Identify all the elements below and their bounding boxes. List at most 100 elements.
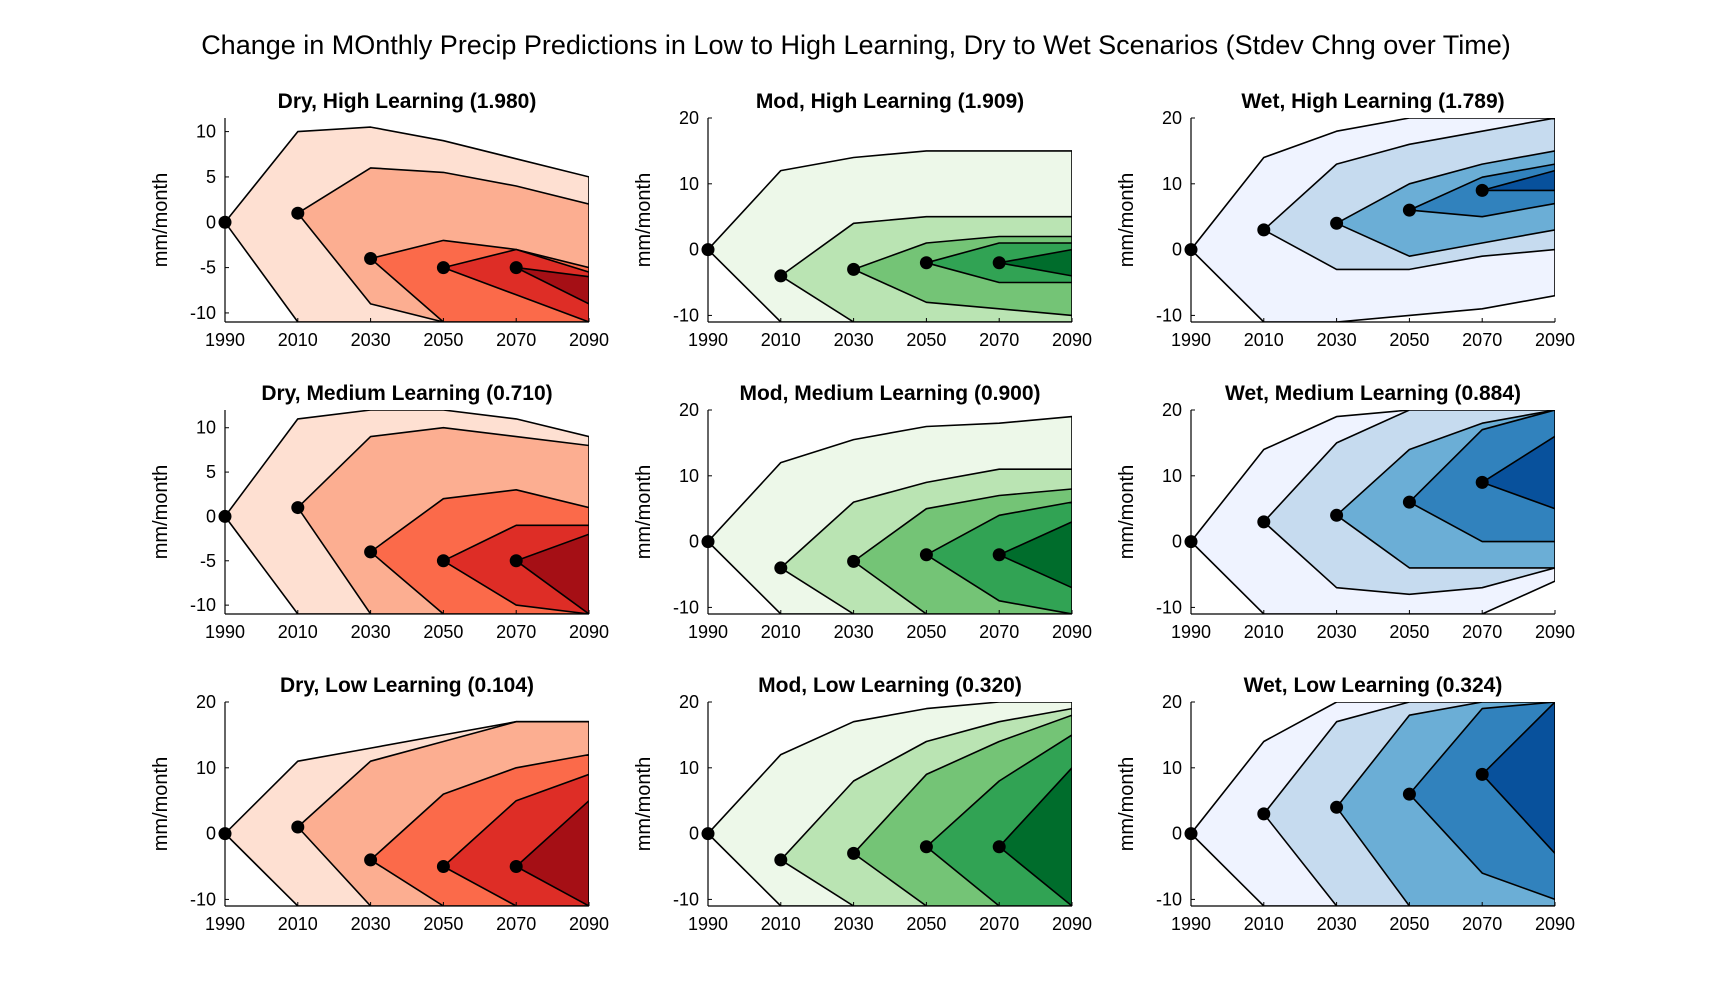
panel-7-x-tick-label-2070: 2070 — [496, 914, 536, 934]
panel-7-node-4 — [436, 860, 450, 874]
panel-8-node-4 — [919, 840, 933, 854]
panel-9-x-tick-label-2010: 2010 — [1244, 914, 1284, 934]
panel-2-y-tick-label--10: -10 — [673, 305, 699, 325]
panel-6: 1990 2010 2030 2050 2070 2090 -10 0 10 20 Wet, Med… — [1116, 382, 1575, 642]
panel-2-y-tick-label-0: 0 — [689, 240, 699, 260]
panel-5-node-1 — [701, 535, 715, 549]
panel-6-x-tick-label-2070: 2070 — [1462, 622, 1502, 642]
panel-1-node-2 — [291, 206, 305, 220]
panel-9-node-3 — [1330, 800, 1344, 814]
panel-1-node-4 — [436, 261, 450, 275]
panel-5-node-5 — [992, 548, 1006, 562]
panel-4-x-tick-label-2050: 2050 — [423, 622, 463, 642]
panel-9-x-tick-label-1990: 1990 — [1171, 914, 1211, 934]
panel-1-title: Dry, High Learning (1.980) — [278, 90, 537, 113]
panel-1-y-tick-label-5: 5 — [206, 167, 216, 187]
panel-1-x-tick-label-2010: 2010 — [278, 330, 318, 350]
panel-8-y-tick-label--10: -10 — [673, 889, 699, 909]
panel-4-x-tick-label-1990: 1990 — [205, 622, 245, 642]
panel-7-x-tick-label-2010: 2010 — [278, 914, 318, 934]
panel-1-node-3 — [364, 252, 378, 266]
panel-6-x-tick-label-2010: 2010 — [1244, 622, 1284, 642]
panel-6-title: Wet, Medium Learning (0.884) — [1225, 382, 1521, 405]
panel-3-node-5 — [1475, 183, 1489, 197]
panel-4-y-tick-label-5: 5 — [206, 462, 216, 482]
panel-6-y-tick-label-10: 10 — [1162, 466, 1182, 486]
panel-9-title: Wet, Low Learning (0.324) — [1244, 674, 1503, 697]
panel-9-node-4 — [1402, 787, 1416, 801]
panel-2-band-5 — [998, 248, 1072, 277]
panel-5-node-2 — [774, 561, 788, 575]
panel-6-band-5 — [1481, 435, 1555, 510]
panel-9-x-tick-label-2070: 2070 — [1462, 914, 1502, 934]
panel-8-node-3 — [847, 846, 861, 860]
panel-2-x-tick-label-2010: 2010 — [761, 330, 801, 350]
panel-1: 1990 2010 2030 2050 2070 2090 -10 -5 0 5 10 Dry, Hi… — [150, 90, 609, 350]
panel-1-band-4 — [442, 248, 589, 322]
panel-1-node-5 — [509, 261, 523, 275]
panel-2-node-1 — [701, 243, 715, 257]
panel-3-node-4 — [1402, 203, 1416, 217]
panel-6-x-tick-label-2030: 2030 — [1317, 622, 1357, 642]
panel-6-node-1 — [1184, 535, 1198, 549]
panel-7-y-tick-label-20: 20 — [196, 692, 216, 712]
panel-1-x-tick-label-2050: 2050 — [423, 330, 463, 350]
panel-8-node-5 — [992, 840, 1006, 854]
panel-3-x-tick-label-1990: 1990 — [1171, 330, 1211, 350]
panel-9-node-1 — [1184, 827, 1198, 841]
panel-4-y-tick-label-0: 0 — [206, 506, 216, 526]
panel-8-x-tick-label-2030: 2030 — [834, 914, 874, 934]
panel-6-node-5 — [1475, 475, 1489, 489]
panel-5-x-tick-label-2030: 2030 — [834, 622, 874, 642]
panel-8-node-2 — [774, 853, 788, 867]
panel-4-y-tick-label--5: -5 — [200, 551, 216, 571]
panel-2: 1990 2010 2030 2050 2070 2090 -10 0 10 20 Mod, Hig… — [633, 90, 1092, 350]
panel-8-y-label: mm/month — [633, 757, 655, 851]
panel-8-x-tick-label-1990: 1990 — [688, 914, 728, 934]
panel-7-title: Dry, Low Learning (0.104) — [280, 674, 534, 697]
panel-3-node-2 — [1257, 223, 1271, 237]
panel-4-node-5 — [509, 554, 523, 568]
panel-3-x-tick-label-2010: 2010 — [1244, 330, 1284, 350]
panel-8-band-5 — [998, 767, 1072, 906]
panel-4-node-2 — [291, 501, 305, 515]
panel-2-x-tick-label-2050: 2050 — [906, 330, 946, 350]
panel-3-title: Wet, High Learning (1.789) — [1241, 90, 1504, 113]
panel-2-node-4 — [919, 256, 933, 270]
panel-9-y-tick-label-10: 10 — [1162, 758, 1182, 778]
panel-2-node-3 — [847, 262, 861, 276]
panel-9-x-tick-label-2030: 2030 — [1317, 914, 1357, 934]
panel-5-title: Mod, Medium Learning (0.900) — [739, 382, 1040, 405]
panel-1-y-tick-label-0: 0 — [206, 212, 216, 232]
panel-6-x-tick-label-2090: 2090 — [1535, 622, 1575, 642]
panel-9-plot-area — [1191, 702, 1555, 906]
panel-5-y-tick-label-20: 20 — [679, 400, 699, 420]
panel-9-node-2 — [1257, 807, 1271, 821]
panel-4-node-4 — [436, 554, 450, 568]
panel-4-node-3 — [364, 545, 378, 559]
panel-2-plot-area — [708, 150, 1072, 322]
panel-8-y-tick-label-10: 10 — [679, 758, 699, 778]
panel-7-plot-area — [225, 720, 589, 906]
panel-6-y-label: mm/month — [1116, 465, 1138, 559]
panel-2-node-2 — [774, 269, 788, 283]
panel-7-node-3 — [364, 853, 378, 867]
panel-1-y-tick-label--10: -10 — [190, 303, 216, 323]
panel-9: 1990 2010 2030 2050 2070 2090 -10 0 10 20 Wet, Low… — [1116, 674, 1575, 934]
panel-3-x-tick-label-2030: 2030 — [1317, 330, 1357, 350]
panel-6-node-2 — [1257, 515, 1271, 529]
panel-7: 1990 2010 2030 2050 2070 2090 -10 0 10 20 Dry, Low… — [150, 674, 609, 934]
panel-9-y-tick-label-0: 0 — [1172, 824, 1182, 844]
panel-5-band-5 — [998, 521, 1072, 589]
panel-8-x-tick-label-2050: 2050 — [906, 914, 946, 934]
panel-5: 1990 2010 2030 2050 2070 2090 -10 0 10 20 Mod, Med… — [633, 382, 1092, 642]
panel-2-y-tick-label-20: 20 — [679, 108, 699, 128]
panel-6-plot-area — [1191, 410, 1555, 614]
panel-6-node-3 — [1330, 508, 1344, 522]
panel-2-y-tick-label-10: 10 — [679, 174, 699, 194]
panel-8-y-tick-label-0: 0 — [689, 824, 699, 844]
panel-6-node-4 — [1402, 495, 1416, 509]
panel-6-y-tick-label--10: -10 — [1156, 597, 1182, 617]
panel-5-y-tick-label-0: 0 — [689, 532, 699, 552]
panel-3-band-5 — [1481, 169, 1555, 192]
